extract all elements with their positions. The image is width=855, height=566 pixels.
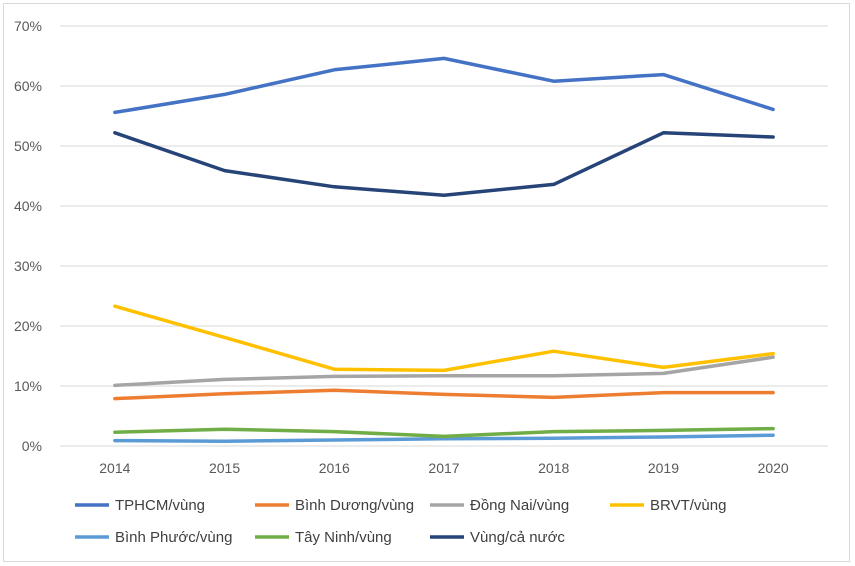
data-point bbox=[442, 368, 446, 372]
legend-label: BRVT/vùng bbox=[650, 497, 726, 514]
y-tick-label: 0% bbox=[22, 438, 42, 454]
data-point bbox=[113, 430, 117, 434]
data-point bbox=[332, 374, 336, 378]
data-point bbox=[223, 392, 227, 396]
data-point bbox=[332, 388, 336, 392]
x-tick-label: 2020 bbox=[758, 460, 789, 476]
data-point bbox=[223, 439, 227, 443]
data-point bbox=[771, 391, 775, 395]
y-tick-label: 10% bbox=[14, 378, 42, 394]
data-point bbox=[223, 92, 227, 96]
data-point bbox=[661, 428, 665, 432]
legend-label: Tây Ninh/vùng bbox=[295, 529, 392, 546]
data-point bbox=[552, 374, 556, 378]
data-point bbox=[552, 349, 556, 353]
data-point bbox=[332, 430, 336, 434]
x-tick-label: 2016 bbox=[319, 460, 350, 476]
data-point bbox=[552, 395, 556, 399]
data-point bbox=[223, 169, 227, 173]
data-point bbox=[552, 430, 556, 434]
data-point bbox=[113, 439, 117, 443]
data-point bbox=[223, 335, 227, 339]
x-tick-label: 2014 bbox=[99, 460, 130, 476]
data-point bbox=[661, 371, 665, 375]
legend-label: Đồng Nai/vùng bbox=[470, 497, 569, 514]
data-point bbox=[552, 182, 556, 186]
y-tick-label: 60% bbox=[14, 78, 42, 94]
x-tick-label: 2019 bbox=[648, 460, 679, 476]
x-tick-label: 2017 bbox=[428, 460, 459, 476]
y-tick-label: 70% bbox=[14, 18, 42, 34]
x-tick-label: 2015 bbox=[209, 460, 240, 476]
chart-frame bbox=[3, 3, 850, 562]
data-point bbox=[442, 56, 446, 60]
data-point bbox=[771, 107, 775, 111]
data-point bbox=[223, 427, 227, 431]
data-point bbox=[332, 438, 336, 442]
data-point bbox=[113, 304, 117, 308]
series-line-3 bbox=[113, 304, 775, 373]
legend-label: Bình Phước/vùng bbox=[115, 529, 232, 546]
data-point bbox=[661, 391, 665, 395]
y-tick-label: 40% bbox=[14, 198, 42, 214]
data-point bbox=[552, 436, 556, 440]
data-point bbox=[332, 68, 336, 72]
data-point bbox=[661, 435, 665, 439]
data-point bbox=[442, 392, 446, 396]
data-point bbox=[771, 433, 775, 437]
data-point bbox=[113, 383, 117, 387]
data-point bbox=[661, 131, 665, 135]
data-point bbox=[661, 365, 665, 369]
data-point bbox=[332, 185, 336, 189]
data-point bbox=[113, 110, 117, 114]
legend-item: BRVT/vùng bbox=[610, 497, 726, 514]
legend: TPHCM/vùng Bình Dương/vùng Đồng Nai/vùng BR… bbox=[75, 497, 726, 546]
series-line-6 bbox=[113, 131, 775, 197]
y-tick-label: 20% bbox=[14, 318, 42, 334]
data-point bbox=[113, 397, 117, 401]
legend-item: Vùng/cả nước bbox=[430, 529, 565, 546]
x-axis: 2014 2015 2016 2017 2018 2019 2020 bbox=[99, 460, 789, 476]
data-point bbox=[771, 352, 775, 356]
legend-label: Vùng/cả nước bbox=[470, 529, 565, 546]
legend-item: TPHCM/vùng bbox=[75, 497, 205, 514]
data-point bbox=[442, 374, 446, 378]
data-point bbox=[442, 193, 446, 197]
data-point bbox=[442, 434, 446, 438]
y-tick-label: 30% bbox=[14, 258, 42, 274]
y-axis: 0% 10% 20% 30% 40% 50% 60% 70% bbox=[14, 18, 42, 454]
legend-item: Bình Dương/vùng bbox=[255, 497, 414, 514]
data-point bbox=[223, 377, 227, 381]
data-point bbox=[332, 367, 336, 371]
data-point bbox=[771, 355, 775, 359]
data-point bbox=[552, 79, 556, 83]
legend-item: Đồng Nai/vùng bbox=[430, 497, 569, 514]
data-point bbox=[661, 73, 665, 77]
y-tick-label: 50% bbox=[14, 138, 42, 154]
series-line-0 bbox=[113, 56, 775, 115]
data-point bbox=[771, 427, 775, 431]
legend-item: Bình Phước/vùng bbox=[75, 529, 232, 546]
data-point bbox=[113, 131, 117, 135]
legend-label: Bình Dương/vùng bbox=[295, 497, 414, 514]
data-point bbox=[771, 135, 775, 139]
series-lines bbox=[113, 56, 775, 443]
legend-label: TPHCM/vùng bbox=[115, 497, 205, 514]
x-tick-label: 2018 bbox=[538, 460, 569, 476]
legend-item: Tây Ninh/vùng bbox=[255, 529, 392, 546]
